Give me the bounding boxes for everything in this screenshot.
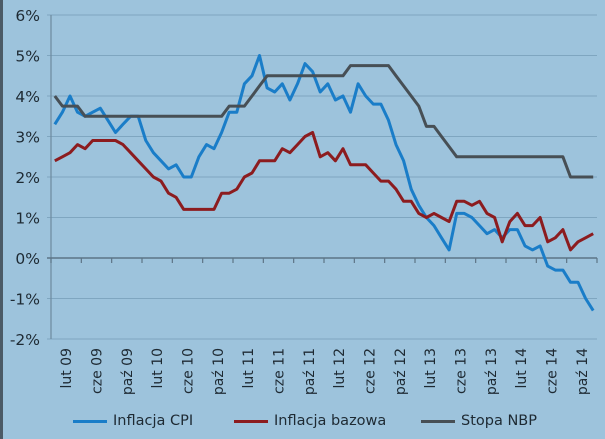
legend-label-nbp: Stopa NBP bbox=[461, 413, 537, 429]
left-edge-bar bbox=[0, 0, 3, 439]
x-tick-label: paź 11 bbox=[302, 348, 318, 395]
x-tick-label: paź 09 bbox=[120, 348, 136, 395]
y-tick-label: 5% bbox=[15, 48, 40, 66]
legend-swatch-nbp bbox=[421, 419, 455, 423]
legend-item-cpi: Inflacja CPI bbox=[73, 413, 193, 429]
x-tick-label: lut 12 bbox=[332, 348, 348, 389]
y-tick-label: -2% bbox=[10, 331, 40, 349]
legend-swatch-cpi bbox=[73, 419, 107, 423]
x-tick-label: cze 12 bbox=[363, 348, 379, 394]
x-tick-label: cze 10 bbox=[181, 348, 197, 394]
y-tick-label: 0% bbox=[15, 250, 40, 268]
y-tick-label: -1% bbox=[10, 291, 40, 309]
x-tick-label: cze 11 bbox=[272, 348, 288, 394]
x-tick-label: lut 10 bbox=[150, 348, 166, 389]
series-line-core bbox=[54, 131, 594, 252]
x-tick-label: paź 14 bbox=[575, 348, 591, 395]
legend-swatch-core bbox=[234, 419, 268, 423]
x-tick-label: lut 09 bbox=[59, 348, 75, 389]
y-tick-label: 6% bbox=[15, 7, 40, 25]
y-tick-label: 2% bbox=[15, 169, 40, 187]
y-tick-label: 3% bbox=[15, 129, 40, 147]
x-tick-label: paź 13 bbox=[484, 348, 500, 395]
x-tick-label: lut 14 bbox=[514, 348, 530, 389]
x-tick-label: paź 12 bbox=[393, 348, 409, 395]
legend-label-core: Inflacja bazowa bbox=[274, 413, 387, 429]
legend-item-nbp: Stopa NBP bbox=[421, 413, 537, 429]
x-tick-label: lut 13 bbox=[423, 348, 439, 389]
x-tick-label: lut 11 bbox=[241, 348, 257, 389]
y-tick-label: 1% bbox=[15, 210, 40, 228]
y-tick-label: 4% bbox=[15, 88, 40, 106]
series-line-cpi bbox=[53, 54, 595, 312]
x-tick-label: cze 14 bbox=[545, 348, 561, 394]
x-tick-label: paź 10 bbox=[211, 348, 227, 395]
legend-item-core: Inflacja bazowa bbox=[234, 413, 386, 429]
legend-label-cpi: Inflacja CPI bbox=[113, 413, 194, 429]
x-tick-label: cze 13 bbox=[454, 348, 470, 394]
x-tick-label: cze 09 bbox=[90, 348, 106, 394]
series-line-nbp bbox=[53, 64, 594, 179]
